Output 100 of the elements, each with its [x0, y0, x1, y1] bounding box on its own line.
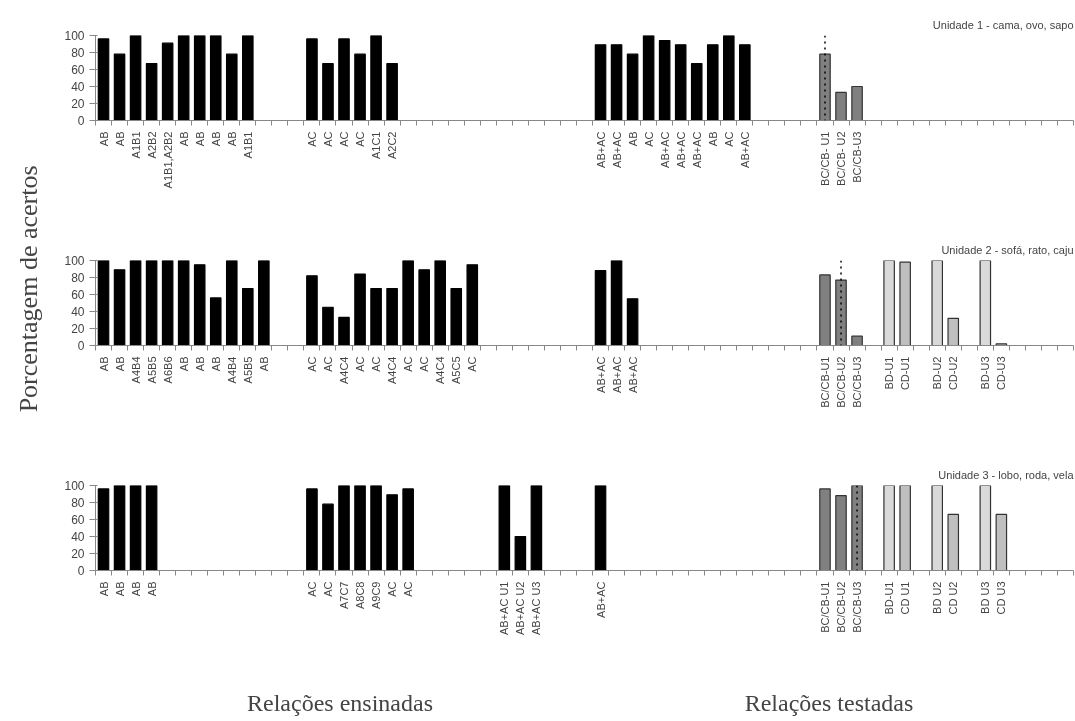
x-tick-label: AB+AC	[594, 581, 607, 618]
x-tick-label: BC/CB-U2	[835, 581, 848, 633]
x-tick-label: AB	[706, 131, 719, 147]
x-tick-label: BD-U2	[931, 356, 944, 390]
x-tick-label: A5B5	[145, 356, 158, 384]
y-tick-label: 60	[71, 63, 85, 77]
x-tick-label: AB	[97, 356, 110, 372]
x-tick-label: A9C9	[370, 581, 383, 610]
chart-title: Unidade 2 - sofá, rato, caju	[941, 243, 1074, 256]
x-tick-label: AC	[386, 581, 399, 597]
y-tick-label: 40	[71, 530, 85, 544]
x-tick-label: AB+AC	[594, 356, 607, 393]
x-tick-label: A4C4	[434, 356, 447, 385]
x-tick-label: AB+AC	[690, 131, 703, 168]
x-tick-label: AB+AC	[594, 131, 607, 168]
x-tick-label: AC	[466, 356, 479, 372]
x-tick-label: BD-U3	[979, 356, 992, 390]
x-tick-label: AC	[305, 131, 318, 147]
x-tick-label: AB	[209, 356, 222, 372]
x-tick-label: AB+AC U1	[498, 581, 511, 635]
x-tick-label: A1B1	[129, 131, 142, 159]
x-tick-label: AB+AC	[674, 131, 687, 168]
x-tick-label: BC/CB- U1	[818, 131, 831, 186]
x-tick-label: AB	[193, 131, 206, 147]
y-tick-label: 100	[64, 254, 85, 268]
x-tick-label: AC	[321, 131, 334, 147]
x-tick-label: CD-U2	[947, 356, 960, 391]
x-tick-label: AB	[97, 131, 110, 147]
x-tick-label: BC/CB-U1	[818, 356, 831, 408]
x-tick-label: AB	[626, 131, 639, 147]
x-tick-label: CD-U1	[899, 356, 912, 391]
x-tick-label: A6B6	[161, 356, 174, 384]
x-tick-label: AC	[642, 131, 655, 147]
x-tick-label: BD-U1	[883, 581, 896, 615]
x-tick-label: AB	[257, 356, 270, 372]
text: Relações testadas	[744, 690, 914, 717]
x-tick-label: BC/CB-U1	[818, 581, 831, 633]
x-tick-label: CD-U3	[995, 356, 1008, 391]
x-tick-label: AB	[177, 131, 190, 147]
x-tick-label: A1B1	[241, 131, 254, 159]
x-tick-label: AC	[305, 356, 318, 372]
x-tick-label: BD U3	[979, 581, 992, 614]
x-tick-label: AB	[97, 581, 110, 597]
x-tick-label: A1B1,A2B2	[161, 131, 174, 189]
y-tick-label: 0	[77, 564, 85, 578]
y-tick-label: 60	[71, 288, 85, 302]
y-tick-label: 80	[71, 271, 85, 285]
x-tick-label: A4B4	[129, 356, 142, 384]
y-tick-label: 20	[71, 322, 85, 336]
y-axis-title: Porcentagem de acertos	[13, 165, 43, 413]
x-tick-label: BC/CB- U2	[835, 131, 848, 186]
y-tick-label: 80	[71, 46, 85, 60]
x-tick-label: AB	[177, 356, 190, 372]
x-tick-label: AC	[354, 131, 367, 147]
x-tick-label: AB	[209, 131, 222, 147]
x-tick-label: CD U2	[947, 581, 960, 615]
x-tick-label: AB	[193, 356, 206, 372]
chart-title: Unidade 1 - cama, ovo, sapo	[932, 18, 1074, 31]
x-tick-label: AB	[145, 581, 158, 597]
x-tick-label: BC/CB-U3	[851, 581, 864, 633]
x-tick-label: AC	[402, 356, 415, 372]
x-tick-label: AC	[722, 131, 735, 147]
x-tick-label: A1C1	[370, 131, 383, 160]
x-tick-label: AB+AC U3	[530, 581, 543, 635]
y-tick-label: 60	[71, 513, 85, 527]
x-tick-label: A2B2	[145, 131, 158, 159]
x-tick-label: AB+AC U2	[514, 581, 527, 635]
y-tick-label: 0	[77, 339, 85, 353]
y-tick-label: 100	[64, 479, 85, 493]
x-tick-label: A7C7	[338, 581, 351, 610]
x-tick-label: AB	[113, 131, 126, 147]
x-tick-label: BC/CB-U2	[835, 356, 848, 408]
y-tick-label: 100	[64, 29, 85, 43]
x-tick-label: AC	[402, 581, 415, 597]
x-tick-label: BC/CB-U3	[851, 131, 864, 183]
x-tick-label: AB+AC	[658, 131, 671, 168]
x-tick-label: BC/CB-U3	[851, 356, 864, 408]
y-tick-label: 80	[71, 496, 85, 510]
x-tick-label: BD U2	[931, 581, 944, 614]
x-tick-label: AC	[354, 356, 367, 372]
x-tick-label: AB+AC	[738, 131, 751, 168]
x-tick-label: AC	[338, 131, 351, 147]
x-tick-label: BD-U1	[883, 356, 896, 390]
x-tick-label: AC	[370, 356, 383, 372]
x-tick-label: A5B5	[241, 356, 254, 384]
y-tick-label: 40	[71, 80, 85, 94]
x-tick-label: A2C2	[386, 131, 399, 160]
x-tick-label: A4B4	[225, 356, 238, 384]
chart-title: Unidade 3 - lobo, roda, vela	[938, 468, 1075, 481]
x-tick-label: A4C4	[338, 356, 351, 385]
x-tick-label: AB	[225, 131, 238, 147]
x-tick-label: AB	[113, 581, 126, 597]
x-tick-label: AB	[129, 581, 142, 597]
text: Relações ensinadas	[247, 690, 433, 717]
x-tick-label: AC	[321, 356, 334, 372]
x-tick-label: AC	[305, 581, 318, 597]
y-tick-label: 20	[71, 97, 85, 111]
x-tick-label: CD U1	[899, 581, 912, 615]
x-tick-label: AC	[321, 581, 334, 597]
x-tick-label: AB	[113, 356, 126, 372]
